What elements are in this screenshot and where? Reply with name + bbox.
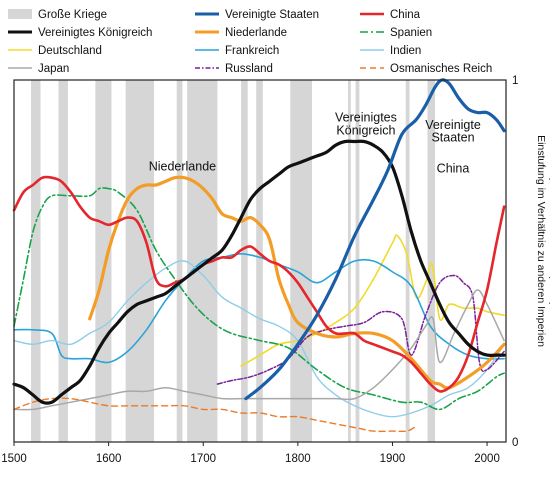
legend-item: Japan [8,63,69,75]
war-period-band [256,80,263,442]
series-line-japan [13,289,505,411]
legend-label: Niederlande [225,27,287,39]
legend-label: Russland [225,63,273,75]
legend-item: Indien [360,45,421,57]
series-line-russland [216,274,505,385]
war-period-band [58,80,68,442]
series-line-china [12,175,506,393]
annotation-label: China [437,161,470,175]
legend-item: Große Kriege [8,9,107,21]
x-tick-label: 2000 [474,453,500,465]
series-line-vereinigte-staaten [244,78,506,401]
plot-frame [13,79,507,443]
legend-label: Vereinigte Staaten [225,9,319,21]
legend-label: Japan [38,63,69,75]
x-tick-label: 1700 [190,453,216,465]
legend-label: Große Kriege [38,9,107,21]
annotation-label: Königreich [336,123,395,137]
axes: 1500 1600 1700 1800 1900 2000 0 1 Einstufung im … [1,75,550,465]
x-tick-label: 1600 [96,453,122,465]
series-line-indien [13,260,505,418]
legend-item: Niederlande [195,27,287,39]
series-line-vereinigtes-koenigreich [12,139,506,405]
legend-label: China [390,9,421,21]
y-tick-label: 0 [512,437,518,449]
annotation-label: Staaten [431,131,474,145]
legend-item: Vereinigtes Königreich [8,27,152,39]
y-tick-label: 1 [512,75,518,87]
war-period-band [427,80,436,442]
legend-label: Osmanisches Reich [390,63,492,75]
annotation-label: Vereinigtes [335,111,397,125]
series-line-frankreich [13,253,505,364]
legend-label: Vereinigtes Königreich [38,27,152,39]
series-lines [12,78,506,433]
legend-item: Osmanisches Reich [360,63,492,75]
legend-swatch-war [8,9,32,19]
legend-item: Deutschland [8,45,102,57]
x-tick-label: 1500 [1,453,27,465]
y-axis-label: Einstufung im Verhältnis zu anderen Impe… [535,135,550,347]
war-period-band [241,80,248,442]
legend-item: Russland [195,63,273,75]
annotation-label: Vereinigte [425,118,481,132]
series-line-osmanisches-reich [13,397,415,433]
war-period-band [290,80,313,442]
x-tick-label: 1800 [285,453,311,465]
x-tick-label: 1900 [380,453,406,465]
legend-item: China [360,9,421,21]
legend-label: Spanien [390,27,432,39]
plot-border [13,79,507,443]
legend-label: Indien [390,45,421,57]
legend-item: Vereinigte Staaten [195,9,319,21]
legend-item: Frankreich [195,45,279,57]
legend-label: Frankreich [225,45,279,57]
annotation-label: Niederlande [149,160,216,174]
war-period-band [31,80,41,442]
series-line-niederlande [88,175,506,390]
war-period-band [95,80,112,442]
series-line-spanien [13,187,505,411]
legend: Große Kriege Vereinigte Staaten China Verei… [8,9,492,75]
legend-label: Deutschland [38,45,102,57]
legend-item: Spanien [360,27,432,39]
war-period-band [347,80,351,442]
war-period-band [125,80,155,442]
